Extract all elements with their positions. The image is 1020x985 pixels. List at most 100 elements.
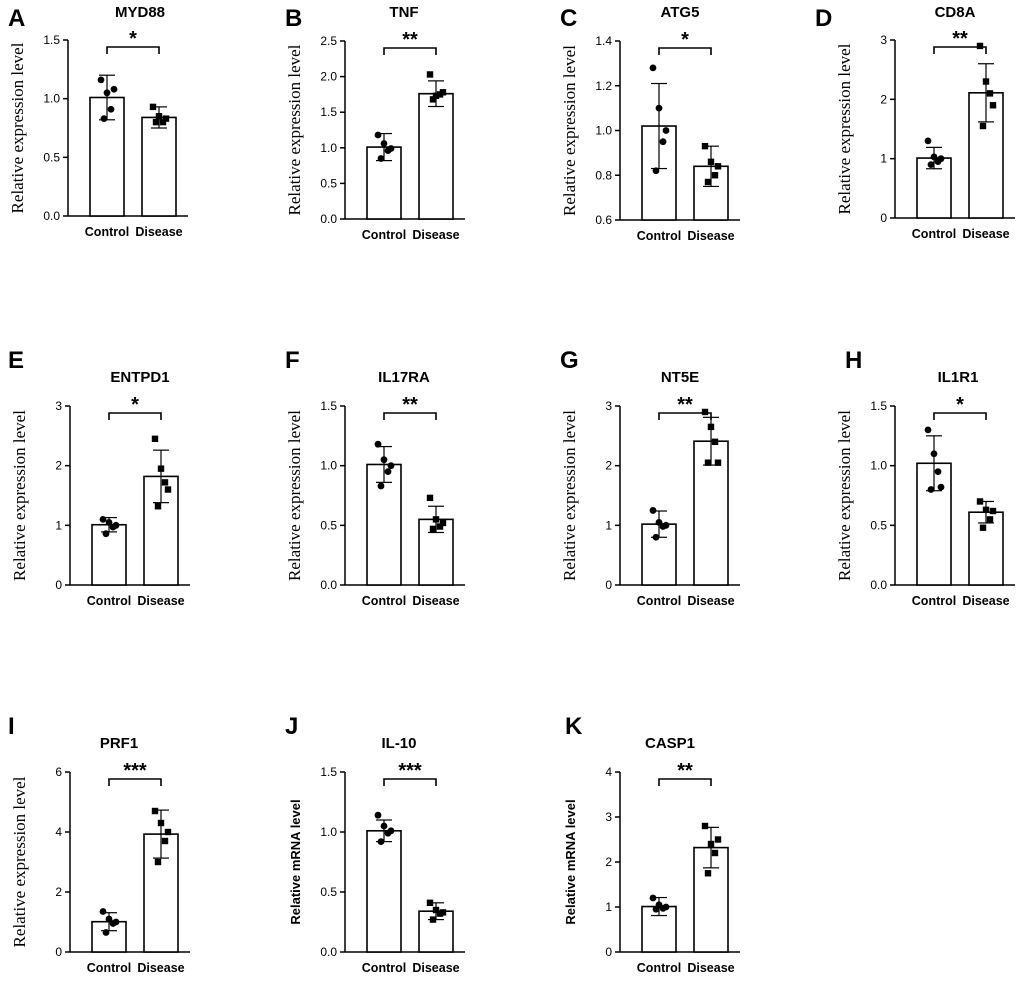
x-category-label: Disease — [962, 227, 1009, 241]
y-tick-label: 3 — [605, 810, 612, 824]
y-tick-label: 2 — [55, 885, 62, 899]
chart-panel-d: D CD8A 0 1 2 3 Relative expression level Contro… — [815, 4, 1015, 241]
x-category-label: Control — [362, 594, 406, 608]
data-point-control — [99, 908, 107, 915]
data-point-disease — [439, 89, 447, 96]
data-point-disease — [159, 118, 167, 126]
y-tick-label: 1.0 — [870, 459, 887, 473]
chart-panel-k: K CASP1 0 1 2 3 4 Relative mRNA level Control Dis… — [563, 713, 740, 975]
chart-panel-h: H IL1R1 0.0 0.5 1.0 1.5 Relative expression le… — [835, 347, 1015, 608]
y-tick-label: 2.0 — [320, 70, 337, 84]
y-tick-label: 1.5 — [870, 399, 887, 413]
chart-panel-f: F IL17RA 0.0 0.5 1.0 1.5 Relative expression l… — [285, 347, 465, 608]
significance-label: * — [129, 28, 137, 50]
y-tick-label: 1.0 — [43, 92, 60, 106]
data-point-disease — [711, 849, 719, 857]
data-point-control — [377, 482, 385, 490]
significance-label: * — [681, 29, 689, 51]
y-tick-label: 0 — [55, 945, 62, 959]
data-point-disease — [976, 42, 984, 50]
y-tick-label: 2 — [880, 92, 887, 106]
data-point-control — [387, 145, 395, 152]
chart-title: PRF1 — [100, 735, 138, 752]
data-point-control — [655, 104, 663, 112]
y-tick-label: 3 — [880, 33, 887, 47]
data-point-disease — [982, 506, 990, 514]
data-point-disease — [704, 459, 712, 466]
y-axis-label: Relative expression level — [560, 45, 579, 216]
panel-letter: E — [8, 347, 24, 374]
data-point-control — [105, 518, 113, 526]
chart-title: ATG5 — [661, 4, 700, 21]
chart-panel-e: E ENTPD1 0 1 2 3 Relative expression level Cont… — [8, 347, 190, 608]
y-tick-label: 0 — [55, 578, 62, 592]
y-axis-label: Relative expression level — [285, 410, 304, 581]
panel-letter: I — [8, 713, 15, 740]
data-point-disease — [429, 96, 437, 103]
data-point-disease — [432, 516, 440, 523]
data-point-control — [102, 929, 110, 936]
data-point-disease — [711, 172, 719, 179]
significance-bracket — [106, 46, 160, 54]
x-category-label: Control — [362, 228, 406, 242]
y-tick-label: 1 — [55, 518, 62, 532]
y-tick-label: 4 — [605, 765, 612, 779]
y-tick-label: 1 — [605, 518, 612, 532]
x-category-label: Disease — [687, 961, 734, 975]
y-tick-label: 0 — [880, 211, 887, 225]
significance-bracket — [658, 778, 712, 786]
x-category-label: Control — [637, 961, 681, 975]
data-point-control — [387, 462, 395, 470]
data-point-control — [105, 915, 113, 923]
panel-letter: G — [560, 347, 579, 374]
data-point-control — [649, 507, 657, 514]
data-point-disease — [439, 519, 447, 527]
data-point-control — [374, 131, 382, 139]
y-tick-label: 6 — [55, 765, 62, 779]
bar-disease — [968, 511, 1004, 586]
data-point-disease — [707, 840, 715, 848]
data-point-disease — [149, 103, 157, 111]
significance-label: ** — [952, 28, 968, 50]
data-point-control — [924, 426, 932, 434]
y-tick-label: 0.5 — [320, 518, 337, 532]
panel-letter: K — [565, 713, 583, 740]
data-point-control — [659, 138, 667, 146]
y-axis-label: Relative expression level — [285, 44, 304, 215]
significance-bracket — [933, 46, 987, 54]
significance-bracket — [383, 47, 437, 55]
y-tick-label: 0.0 — [320, 578, 337, 592]
data-point-disease — [714, 836, 722, 843]
y-tick-label: 0.0 — [320, 212, 337, 226]
chart-title: NT5E — [661, 369, 699, 386]
data-point-control — [380, 140, 388, 147]
data-point-disease — [157, 819, 165, 827]
x-category-label: Control — [362, 961, 406, 975]
y-tick-label: 0.5 — [870, 518, 887, 532]
y-tick-label: 0.0 — [43, 209, 60, 223]
data-point-control — [930, 153, 938, 161]
y-tick-label: 0.6 — [595, 213, 612, 227]
significance-bracket — [658, 47, 712, 55]
data-point-disease — [154, 503, 162, 510]
y-tick-label: 2 — [605, 459, 612, 473]
data-point-control — [924, 137, 932, 145]
data-point-disease — [154, 858, 162, 866]
data-point-control — [649, 64, 657, 72]
y-axis-label: Relative expression level — [835, 410, 854, 581]
data-point-control — [649, 894, 657, 902]
y-tick-label: 0.5 — [320, 176, 337, 190]
x-category-label: Disease — [687, 229, 734, 243]
chart-title: IL-10 — [381, 735, 416, 752]
chart-title: ENTPD1 — [110, 369, 169, 386]
data-point-disease — [976, 498, 984, 505]
y-tick-label: 2 — [55, 459, 62, 473]
data-point-disease — [436, 523, 444, 530]
x-category-label: Control — [637, 229, 681, 243]
data-point-control — [930, 450, 938, 458]
data-point-disease — [701, 142, 709, 150]
y-tick-label: 2.5 — [320, 34, 337, 48]
data-point-disease — [426, 899, 434, 906]
data-point-disease — [439, 909, 447, 916]
